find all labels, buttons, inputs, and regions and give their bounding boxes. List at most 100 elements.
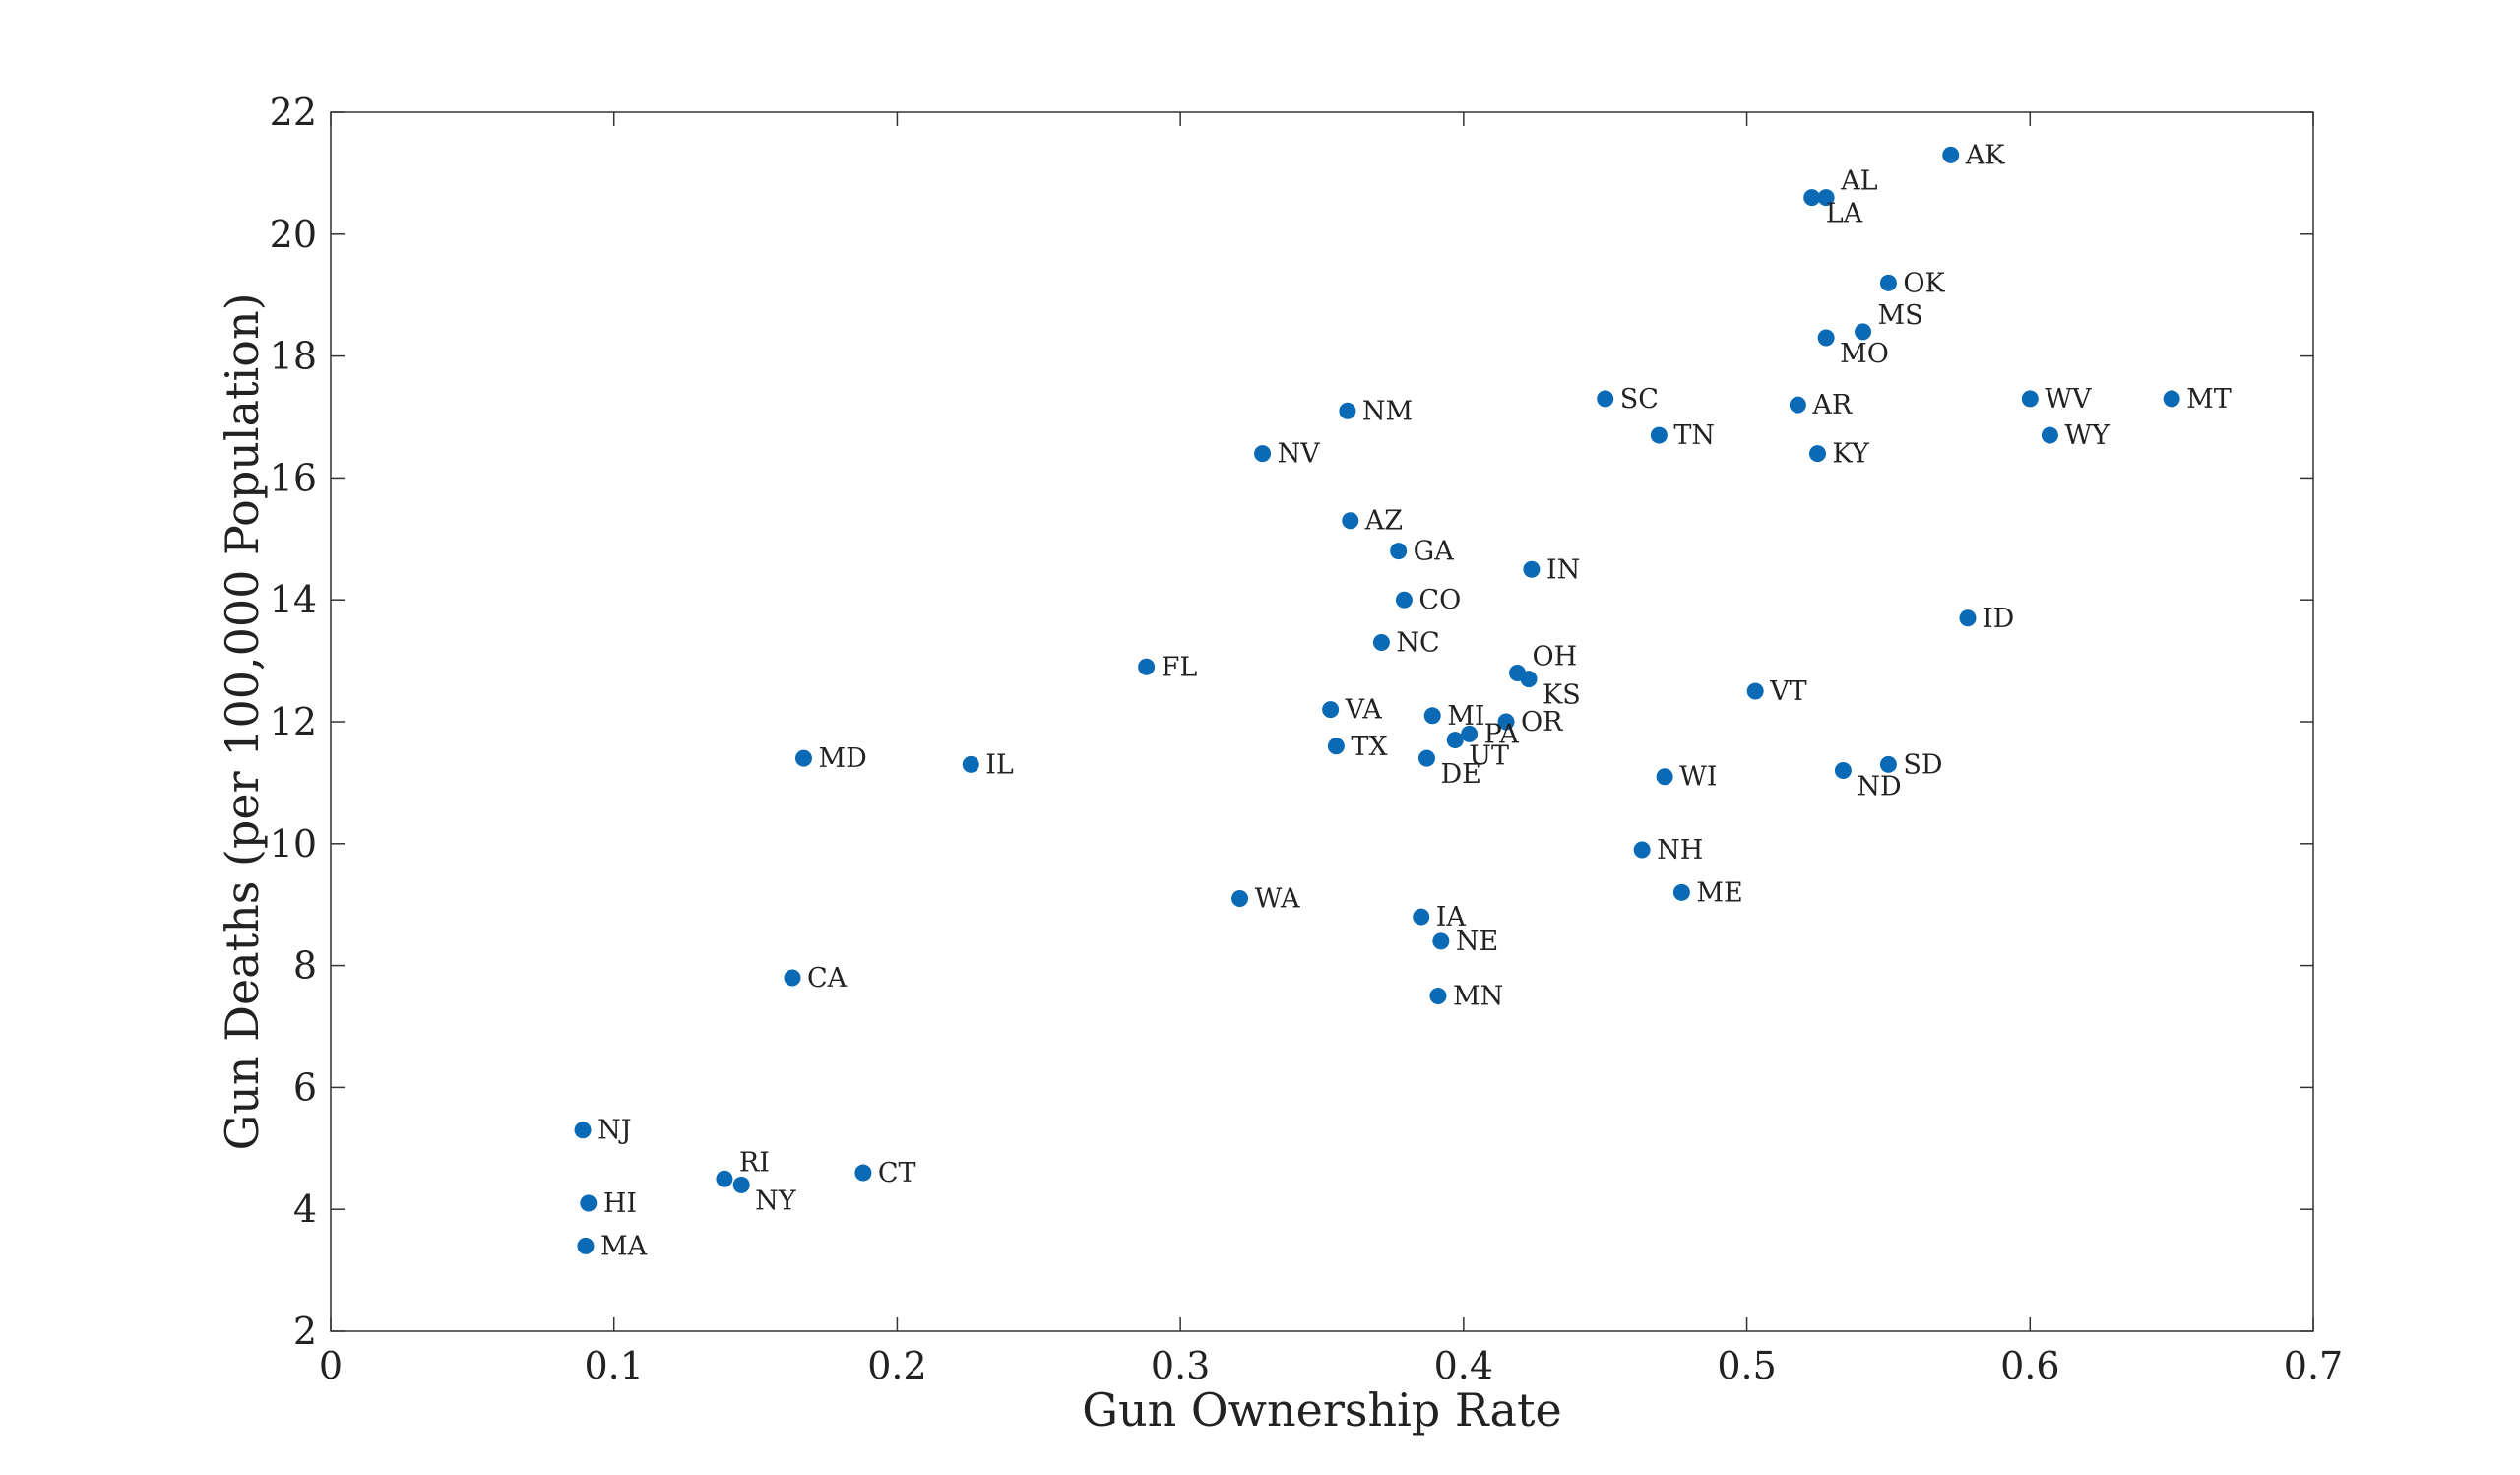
point-label: CO bbox=[1418, 585, 1461, 615]
x-axis-tick-labels: 0 0.1 0.2 0.3 0.4 0.5 0.6 0.7 bbox=[319, 1344, 2343, 1387]
point-label: AZ bbox=[1364, 506, 1403, 537]
data-point bbox=[794, 749, 812, 767]
data-point bbox=[1372, 634, 1390, 652]
point-label: MS bbox=[1878, 300, 1923, 331]
y-tick-label: 2 bbox=[293, 1310, 317, 1353]
data-point bbox=[1879, 274, 1897, 291]
point-label: KS bbox=[1543, 680, 1581, 711]
data-point bbox=[580, 1194, 598, 1212]
point-label: WI bbox=[1679, 762, 1717, 793]
data-point bbox=[2163, 390, 2180, 408]
x-tick-label: 0.4 bbox=[1434, 1344, 1493, 1387]
point-label: IN bbox=[1546, 554, 1580, 585]
point-label: NJ bbox=[598, 1116, 631, 1146]
data-point bbox=[1656, 768, 1673, 786]
data-point bbox=[854, 1164, 872, 1182]
point-label: PA bbox=[1484, 719, 1520, 749]
y-tick-label: 12 bbox=[270, 700, 317, 743]
data-point bbox=[1834, 762, 1852, 780]
point-label: ND bbox=[1857, 772, 1901, 802]
data-point bbox=[1879, 755, 1897, 773]
data-point bbox=[1432, 932, 1450, 950]
point-label: RI bbox=[739, 1147, 770, 1178]
point-label: NV bbox=[1278, 439, 1321, 470]
data-point bbox=[1322, 701, 1340, 719]
data-point bbox=[1413, 908, 1430, 926]
y-tick-label: 18 bbox=[270, 335, 317, 378]
data-point bbox=[1390, 543, 1408, 560]
y-tick-label: 10 bbox=[270, 822, 317, 866]
data-point bbox=[1342, 512, 1359, 530]
point-label: SD bbox=[1903, 749, 1942, 780]
point-label: DE bbox=[1440, 759, 1480, 790]
y-axis-tick-labels: 2 4 6 8 10 12 14 16 18 20 22 bbox=[270, 91, 317, 1353]
point-label: VT bbox=[1769, 676, 1807, 707]
point-label: KY bbox=[1833, 439, 1870, 470]
data-point bbox=[1446, 732, 1464, 749]
point-label: WV bbox=[2045, 384, 2092, 415]
data-point bbox=[1339, 402, 1356, 419]
data-point bbox=[1597, 390, 1614, 408]
x-tick-label: 0.2 bbox=[867, 1344, 926, 1387]
data-point bbox=[574, 1122, 592, 1139]
point-label: OK bbox=[1903, 268, 1945, 298]
point-label: ID bbox=[1983, 604, 2014, 634]
point-label: AL bbox=[1840, 166, 1877, 197]
data-point bbox=[1231, 890, 1249, 908]
data-point bbox=[784, 969, 801, 987]
point-label: NH bbox=[1657, 835, 1703, 866]
data-point bbox=[1817, 329, 1835, 347]
point-label: MI bbox=[1447, 701, 1484, 732]
data-point bbox=[962, 755, 979, 773]
y-axis-title: Gun Deaths (per 100,000 Population) bbox=[216, 292, 269, 1150]
point-label: AK bbox=[1965, 140, 2005, 170]
x-tick-label: 0.6 bbox=[2000, 1344, 2059, 1387]
x-tick-label: 0.1 bbox=[584, 1344, 643, 1387]
y-tick-label: 16 bbox=[270, 456, 317, 499]
data-point bbox=[1789, 396, 1806, 414]
x-tick-label: 0.5 bbox=[1717, 1344, 1776, 1387]
data-point bbox=[1809, 445, 1826, 463]
x-tick-label: 0.7 bbox=[2284, 1344, 2343, 1387]
point-label: FL bbox=[1162, 652, 1198, 682]
point-label: VA bbox=[1345, 695, 1383, 726]
data-point bbox=[2021, 390, 2039, 408]
y-tick-label: 14 bbox=[270, 578, 317, 621]
point-label: WA bbox=[1255, 884, 1300, 915]
point-label: OR bbox=[1521, 707, 1563, 738]
x-tick-label: 0 bbox=[319, 1344, 343, 1387]
x-axis-title: Gun Ownership Rate bbox=[1082, 1383, 1561, 1437]
point-label: WY bbox=[2064, 420, 2110, 451]
data-point bbox=[1746, 682, 1764, 700]
data-point bbox=[1497, 713, 1515, 731]
data-point bbox=[732, 1176, 750, 1193]
data-point bbox=[1633, 841, 1651, 859]
point-label: SC bbox=[1620, 384, 1659, 415]
data-point bbox=[1855, 323, 1872, 341]
point-label: OH bbox=[1533, 641, 1578, 672]
point-label: ME bbox=[1696, 877, 1742, 908]
data-point bbox=[1423, 707, 1441, 725]
point-label: NE bbox=[1456, 927, 1498, 957]
point-label: NM bbox=[1362, 396, 1413, 426]
data-point bbox=[716, 1170, 733, 1187]
point-label: UT bbox=[1469, 741, 1509, 772]
data-point bbox=[1942, 146, 1960, 163]
point-label: IA bbox=[1436, 902, 1467, 932]
point-label: NY bbox=[755, 1186, 797, 1216]
y-tick-label: 8 bbox=[293, 944, 317, 988]
data-point bbox=[1650, 426, 1668, 444]
data-point bbox=[1803, 189, 1821, 207]
point-label: CT bbox=[878, 1158, 916, 1188]
y-tick-label: 4 bbox=[293, 1187, 317, 1231]
axis-ticks bbox=[330, 111, 2314, 1332]
y-tick-label: 6 bbox=[293, 1065, 317, 1109]
plot-area-frame bbox=[330, 111, 2314, 1332]
data-point bbox=[1327, 738, 1345, 755]
point-label: MA bbox=[600, 1231, 648, 1261]
data-point bbox=[1520, 671, 1538, 688]
data-points bbox=[574, 146, 2180, 1254]
data-point bbox=[1817, 189, 1835, 207]
data-point bbox=[1672, 883, 1690, 901]
